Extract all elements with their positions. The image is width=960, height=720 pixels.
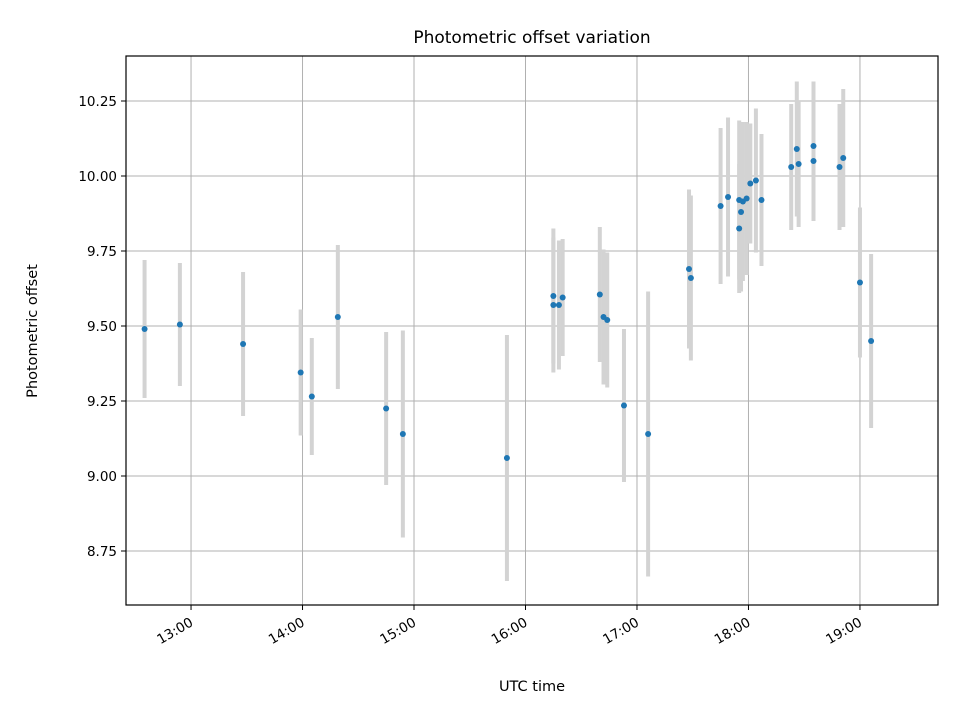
data-point <box>752 177 759 184</box>
data-point <box>399 431 406 437</box>
y-tick-label: 10.00 <box>78 169 117 185</box>
data-point <box>747 180 754 187</box>
data-point <box>383 405 390 412</box>
data-point <box>297 369 304 376</box>
y-tick-label: 10.25 <box>78 94 117 110</box>
data-point <box>810 143 817 149</box>
data-point <box>687 275 694 281</box>
data-point <box>868 338 875 344</box>
data-point <box>559 294 566 301</box>
data-point <box>810 158 817 164</box>
y-axis: 8.75 9.00 9.25 9.50 9.75 10.00 10.25 <box>78 94 126 560</box>
y-tick-label: 9.00 <box>87 469 117 485</box>
data-point <box>240 341 247 347</box>
data-point <box>176 321 183 328</box>
y-tick-label: 8.75 <box>87 544 117 560</box>
data-point <box>856 279 863 286</box>
data-point <box>604 317 611 323</box>
data-point <box>503 455 510 461</box>
y-axis-label: Photometric offset <box>25 264 41 398</box>
data-points <box>141 143 875 461</box>
data-point <box>840 155 847 161</box>
data-point <box>725 194 732 200</box>
y-tick-label: 9.25 <box>87 394 117 410</box>
data-point <box>836 164 843 170</box>
data-point <box>645 431 652 437</box>
data-point <box>758 197 765 203</box>
data-point <box>795 161 802 167</box>
data-point <box>717 203 724 209</box>
data-point <box>334 314 341 320</box>
data-point <box>308 393 315 400</box>
grid <box>126 56 938 605</box>
data-point <box>793 146 800 152</box>
x-axis-label: UTC time <box>499 679 565 695</box>
data-point <box>620 402 627 409</box>
data-point <box>743 195 750 202</box>
data-point <box>738 209 745 215</box>
plot-area <box>126 56 938 605</box>
y-tick-label: 9.75 <box>87 244 117 260</box>
data-point <box>736 225 743 232</box>
data-point <box>596 291 603 298</box>
data-point <box>555 302 562 308</box>
plot-frame <box>125 55 939 606</box>
data-point <box>788 164 795 170</box>
data-point <box>686 266 693 272</box>
data-point <box>550 293 557 299</box>
y-tick-label: 9.50 <box>87 319 117 335</box>
chart-title: Photometric offset variation <box>413 28 650 48</box>
data-point <box>141 326 148 332</box>
data-point <box>550 302 557 308</box>
